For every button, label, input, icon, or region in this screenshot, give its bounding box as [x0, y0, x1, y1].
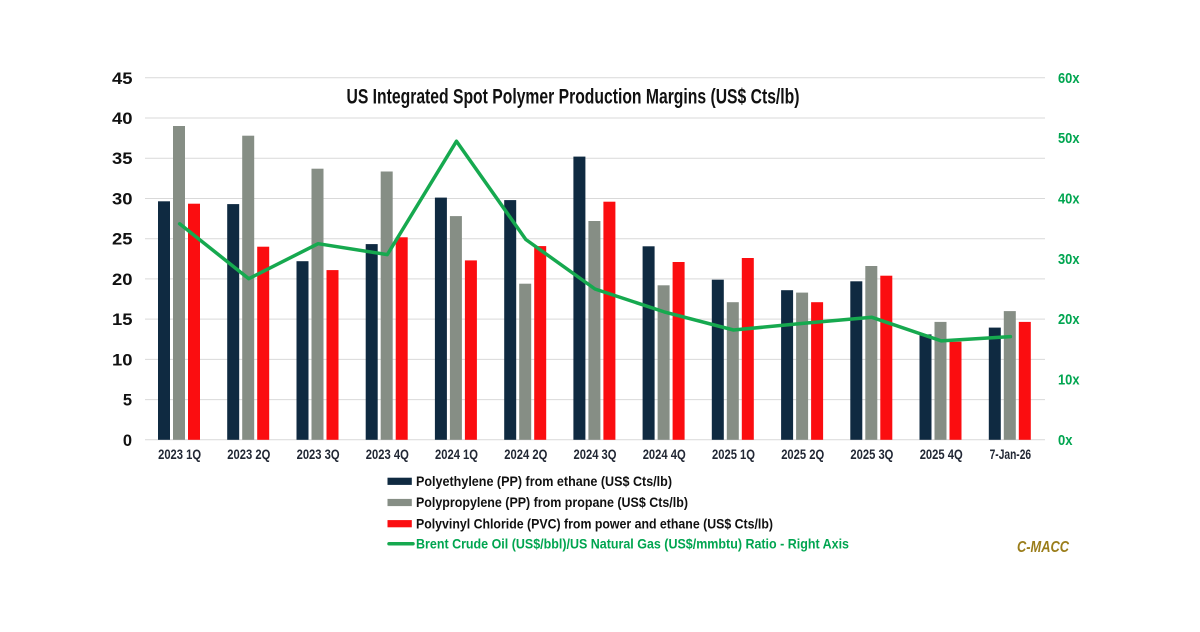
svg-text:35: 35 — [112, 150, 133, 168]
svg-text:20x: 20x — [1058, 312, 1080, 328]
svg-text:2025 1Q: 2025 1Q — [712, 447, 755, 462]
svg-text:60x: 60x — [1058, 71, 1080, 87]
svg-text:US Integrated Spot Polymer Pro: US Integrated Spot Polymer Production Ma… — [347, 86, 800, 109]
svg-text:2024 2Q: 2024 2Q — [504, 447, 547, 462]
svg-text:30x: 30x — [1058, 252, 1080, 268]
svg-text:2023 2Q: 2023 2Q — [227, 447, 270, 462]
svg-text:2025 4Q: 2025 4Q — [920, 447, 963, 462]
svg-text:Polypropylene (PP) from propan: Polypropylene (PP) from propane (US$ Cts… — [416, 495, 688, 510]
svg-text:2024 3Q: 2024 3Q — [574, 447, 617, 462]
svg-text:0: 0 — [123, 432, 132, 450]
svg-text:2023 1Q: 2023 1Q — [158, 447, 201, 462]
svg-text:Brent Crude Oil (US$/bbl)/US N: Brent Crude Oil (US$/bbl)/US Natural Gas… — [416, 536, 849, 551]
svg-text:10: 10 — [112, 351, 133, 369]
svg-text:C-MACC: C-MACC — [1017, 539, 1070, 556]
svg-text:30: 30 — [112, 191, 133, 209]
svg-text:7-Jan-26: 7-Jan-26 — [990, 447, 1032, 462]
svg-text:15: 15 — [112, 311, 133, 329]
svg-text:10x: 10x — [1058, 373, 1080, 389]
svg-text:2025 2Q: 2025 2Q — [781, 447, 824, 462]
svg-text:2024 4Q: 2024 4Q — [643, 447, 686, 462]
svg-text:2025 3Q: 2025 3Q — [850, 447, 893, 462]
svg-text:2023 4Q: 2023 4Q — [366, 447, 409, 462]
svg-text:20: 20 — [112, 271, 133, 289]
svg-text:40x: 40x — [1058, 192, 1080, 208]
svg-text:0x: 0x — [1058, 433, 1073, 449]
svg-text:40: 40 — [112, 110, 133, 128]
svg-text:45: 45 — [112, 70, 133, 88]
svg-text:5: 5 — [123, 392, 132, 410]
svg-text:50x: 50x — [1058, 131, 1080, 147]
svg-text:2024 1Q: 2024 1Q — [435, 447, 478, 462]
svg-text:25: 25 — [112, 231, 133, 249]
svg-text:2023 3Q: 2023 3Q — [297, 447, 340, 462]
svg-text:Polyethylene (PP) from ethane: Polyethylene (PP) from ethane (US$ Cts/l… — [416, 474, 672, 489]
svg-text:Polyvinyl Chloride (PVC) from: Polyvinyl Chloride (PVC) from power and … — [416, 516, 773, 531]
